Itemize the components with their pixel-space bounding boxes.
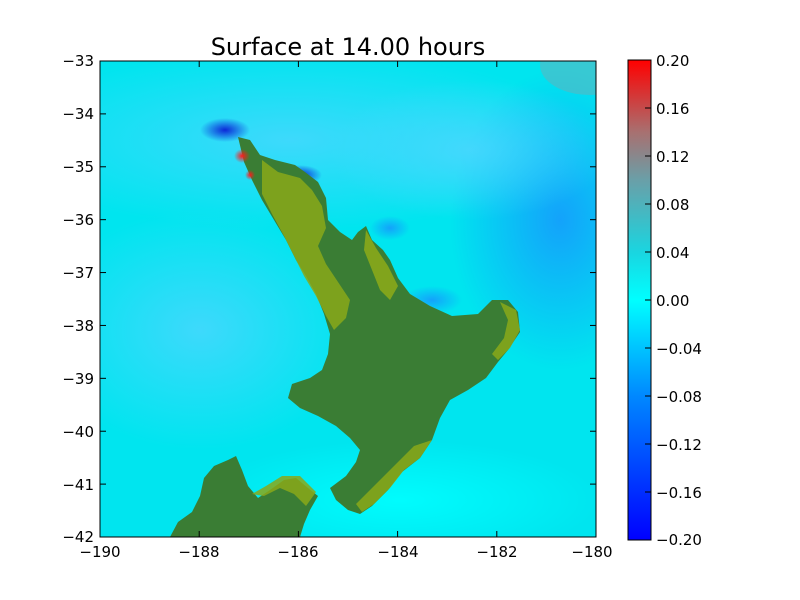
x-axis-tick-marks (99, 61, 597, 537)
colorbar-tick-label: −0.04 (656, 340, 702, 358)
x-tick-label: −180 (571, 543, 612, 561)
south-island-shore-strip (252, 476, 316, 506)
south-shore-strip (356, 440, 432, 512)
plot-frame (99, 60, 597, 538)
colorbar-tick-label: 0.04 (656, 244, 689, 262)
colorbar-tick-label: 0.08 (656, 196, 689, 214)
positive-anomaly-cape-2 (245, 170, 255, 180)
y-tick-label: −40 (62, 423, 94, 441)
y-tick-label: −42 (62, 528, 94, 546)
x-tick-label: −188 (178, 543, 219, 561)
deep-dip-cape-3 (370, 216, 410, 240)
positive-anomaly-cape-1 (234, 149, 250, 163)
colorbar-tick-label: −0.12 (656, 436, 702, 454)
colorbar-tick-label: 0.16 (656, 100, 689, 118)
colorbar-tick-label: 0.12 (656, 148, 689, 166)
colorbar: 0.20 0.16 0.12 0.08 0.04 0.00 −0.04 −0.0… (627, 52, 702, 549)
y-axis-tick-marks (100, 60, 596, 538)
north-island-shore-strip (262, 160, 350, 330)
east-cape-shore-strip (492, 302, 520, 360)
colorbar-tick-label: 0.00 (656, 292, 689, 310)
y-tick-label: −35 (62, 158, 94, 176)
x-tick-label: −182 (476, 543, 517, 561)
negative-anomaly-northeast (330, 80, 596, 220)
x-tick-label: −184 (377, 543, 418, 561)
chart-title: Surface at 14.00 hours (211, 33, 486, 61)
x-tick-label: −186 (277, 543, 318, 561)
x-axis-tick-labels: −190 −188 −186 −184 −182 −180 (79, 543, 612, 561)
y-tick-label: −41 (62, 476, 94, 494)
y-tick-label: −33 (62, 52, 94, 70)
south-island-landmass (170, 456, 318, 537)
y-tick-label: −34 (62, 105, 94, 123)
coromandel-shore-strip (364, 230, 398, 300)
x-tick-label: −190 (79, 543, 120, 561)
colorbar-tick-label: −0.20 (656, 531, 702, 549)
heatmap-field (100, 61, 596, 537)
y-tick-label: −38 (62, 317, 94, 335)
colorbar-tick-marks (645, 59, 651, 541)
y-tick-label: −37 (62, 264, 94, 282)
y-tick-label: −39 (62, 370, 94, 388)
colorbar-tick-label: −0.08 (656, 388, 702, 406)
y-tick-label: −36 (62, 211, 94, 229)
colorbar-tick-label: 0.20 (656, 52, 689, 70)
positive-anomaly-corner (540, 61, 596, 95)
deep-dip-cape-1 (200, 118, 250, 142)
colorbar-tick-label: −0.16 (656, 484, 702, 502)
y-axis-tick-labels: −33 −34 −35 −36 −37 −38 −39 −40 −41 −42 (62, 52, 94, 546)
